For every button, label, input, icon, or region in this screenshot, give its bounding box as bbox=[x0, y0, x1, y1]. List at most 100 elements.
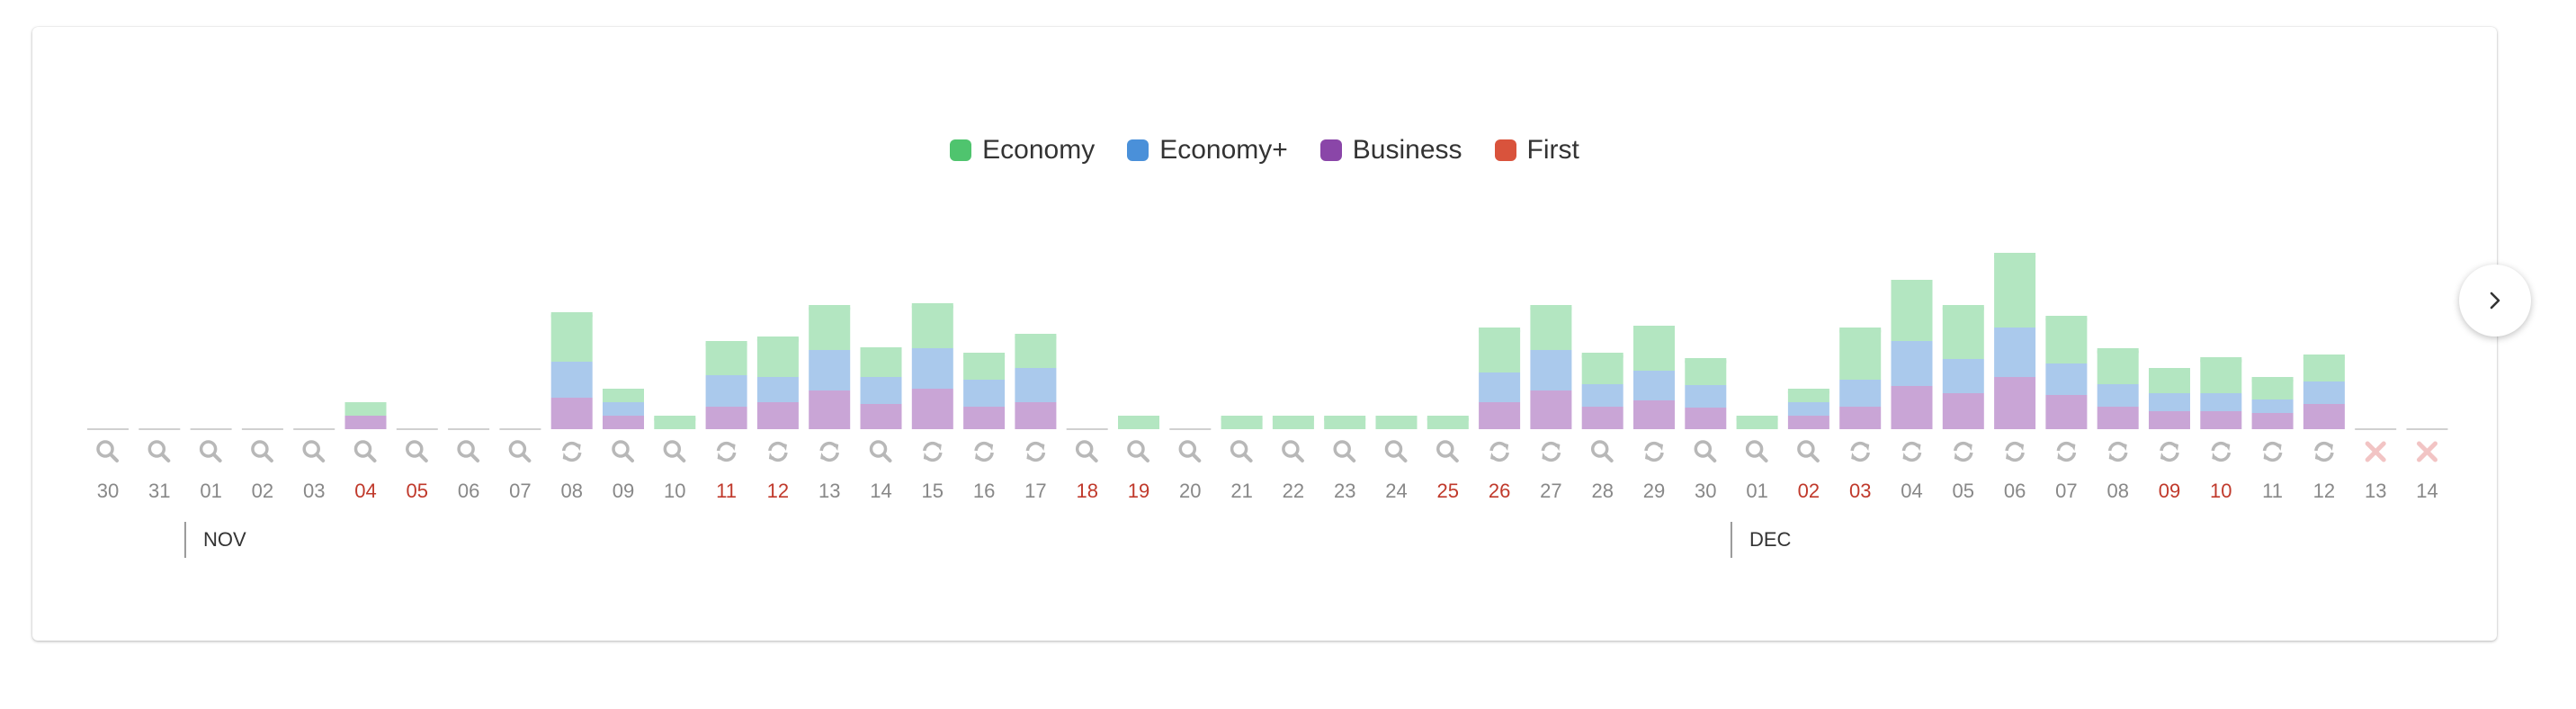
bar-economy-plus bbox=[603, 402, 644, 416]
search-icon[interactable] bbox=[457, 440, 480, 462]
search-icon[interactable] bbox=[148, 440, 171, 462]
search-icon[interactable] bbox=[1384, 440, 1408, 462]
bar-stack[interactable] bbox=[1324, 416, 1366, 429]
search-icon[interactable] bbox=[353, 440, 377, 462]
refresh-icon[interactable] bbox=[1901, 441, 1922, 462]
bar-stack[interactable] bbox=[1942, 305, 1984, 429]
bar-economy bbox=[1427, 416, 1469, 429]
day-label: 11 bbox=[716, 480, 737, 502]
bar-stack[interactable] bbox=[344, 402, 387, 429]
search-icon[interactable] bbox=[1745, 440, 1768, 462]
bar-stack[interactable] bbox=[1736, 416, 1778, 429]
bar-stack[interactable] bbox=[1015, 334, 1057, 429]
search-icon[interactable] bbox=[251, 440, 273, 462]
bar-stack[interactable] bbox=[809, 305, 851, 429]
bar-stack[interactable] bbox=[705, 341, 747, 429]
bar-stack[interactable] bbox=[1375, 416, 1418, 429]
bar-stack[interactable] bbox=[1479, 328, 1521, 429]
refresh-icon[interactable] bbox=[2314, 441, 2334, 462]
refresh-icon[interactable] bbox=[768, 441, 788, 462]
search-icon[interactable] bbox=[1127, 440, 1149, 462]
refresh-icon[interactable] bbox=[1541, 441, 1561, 462]
bar-stack[interactable] bbox=[2149, 368, 2190, 429]
day-label: 27 bbox=[1540, 480, 1561, 502]
bar-stack[interactable] bbox=[1118, 416, 1159, 429]
refresh-icon[interactable] bbox=[561, 441, 582, 462]
bar-economy-plus bbox=[756, 377, 799, 402]
search-icon[interactable] bbox=[199, 440, 222, 462]
bar-economy-plus bbox=[1633, 371, 1675, 400]
refresh-icon[interactable] bbox=[2160, 441, 2179, 462]
refresh-icon[interactable] bbox=[716, 441, 737, 462]
bar-stack[interactable] bbox=[1530, 305, 1572, 429]
search-icon[interactable] bbox=[1333, 440, 1356, 462]
refresh-icon[interactable] bbox=[923, 441, 943, 462]
refresh-icon[interactable] bbox=[2056, 441, 2077, 462]
bar-stack[interactable] bbox=[2097, 348, 2139, 429]
bar-stack[interactable] bbox=[911, 303, 953, 429]
bar-stack[interactable] bbox=[603, 389, 644, 429]
search-icon[interactable] bbox=[663, 440, 686, 462]
bar-economy-plus bbox=[2097, 384, 2139, 407]
search-icon[interactable] bbox=[96, 440, 119, 462]
month-label: DEC bbox=[1749, 528, 1792, 551]
bar-stack[interactable] bbox=[1427, 416, 1469, 429]
search-icon[interactable] bbox=[1075, 440, 1098, 462]
bar-stack[interactable] bbox=[1787, 389, 1829, 429]
refresh-icon[interactable] bbox=[1489, 441, 1509, 462]
bar-stack[interactable] bbox=[2303, 354, 2345, 429]
day-label: 24 bbox=[1385, 480, 1407, 502]
refresh-icon[interactable] bbox=[1025, 441, 1046, 462]
search-icon[interactable] bbox=[612, 440, 634, 462]
search-icon[interactable] bbox=[1797, 440, 1820, 462]
bar-stack[interactable] bbox=[2045, 316, 2088, 429]
bar-stack[interactable] bbox=[1272, 416, 1314, 429]
search-icon[interactable] bbox=[1178, 440, 1202, 462]
search-icon[interactable] bbox=[508, 440, 532, 462]
search-icon[interactable] bbox=[1590, 440, 1614, 462]
day-label: 12 bbox=[2313, 480, 2335, 502]
day-label: 01 bbox=[200, 480, 221, 502]
legend-item-first[interactable]: First bbox=[1494, 135, 1579, 166]
search-icon[interactable] bbox=[1694, 440, 1717, 462]
bar-stack[interactable] bbox=[1994, 253, 2036, 429]
refresh-icon[interactable] bbox=[974, 441, 994, 462]
bar-stack[interactable] bbox=[1581, 353, 1623, 429]
search-icon[interactable] bbox=[1230, 440, 1253, 462]
bar-stack[interactable] bbox=[756, 337, 799, 429]
legend-item-business[interactable]: Business bbox=[1319, 135, 1462, 166]
refresh-icon[interactable] bbox=[1954, 441, 1973, 462]
search-icon[interactable] bbox=[869, 440, 892, 462]
legend-item-economy[interactable]: Economy bbox=[950, 135, 1095, 166]
bar-stack[interactable] bbox=[1685, 358, 1727, 429]
bar-stack[interactable] bbox=[860, 347, 902, 429]
search-icon[interactable] bbox=[1282, 440, 1304, 462]
search-icon[interactable] bbox=[1436, 440, 1459, 462]
bar-stack[interactable] bbox=[963, 353, 1006, 429]
refresh-icon[interactable] bbox=[1644, 441, 1664, 462]
bar-stack[interactable] bbox=[1891, 280, 1933, 429]
refresh-icon[interactable] bbox=[2211, 441, 2232, 462]
refresh-icon[interactable] bbox=[819, 441, 839, 462]
bar-stack[interactable] bbox=[1839, 328, 1882, 429]
bar-stack[interactable] bbox=[1221, 416, 1263, 429]
search-icon[interactable] bbox=[302, 440, 326, 462]
day-label: 06 bbox=[458, 480, 479, 502]
next-page-button[interactable] bbox=[2459, 265, 2531, 337]
day-label: 16 bbox=[973, 480, 995, 502]
bar-stack[interactable] bbox=[1633, 326, 1675, 429]
bar-stack[interactable] bbox=[550, 312, 593, 429]
bar-business bbox=[1530, 390, 1572, 429]
bar-economy-plus bbox=[2149, 393, 2190, 411]
bar-stack[interactable] bbox=[2251, 377, 2294, 429]
unavailable-icon bbox=[2365, 441, 2386, 462]
legend-item-economy-plus[interactable]: Economy+ bbox=[1127, 135, 1288, 166]
search-icon[interactable] bbox=[406, 440, 428, 462]
refresh-icon[interactable] bbox=[1850, 441, 1870, 462]
bar-economy bbox=[1324, 416, 1366, 429]
refresh-icon[interactable] bbox=[2262, 441, 2283, 462]
refresh-icon[interactable] bbox=[2005, 441, 2025, 462]
bar-stack[interactable] bbox=[2200, 357, 2242, 429]
bar-stack[interactable] bbox=[654, 416, 696, 429]
refresh-icon[interactable] bbox=[2107, 441, 2128, 462]
